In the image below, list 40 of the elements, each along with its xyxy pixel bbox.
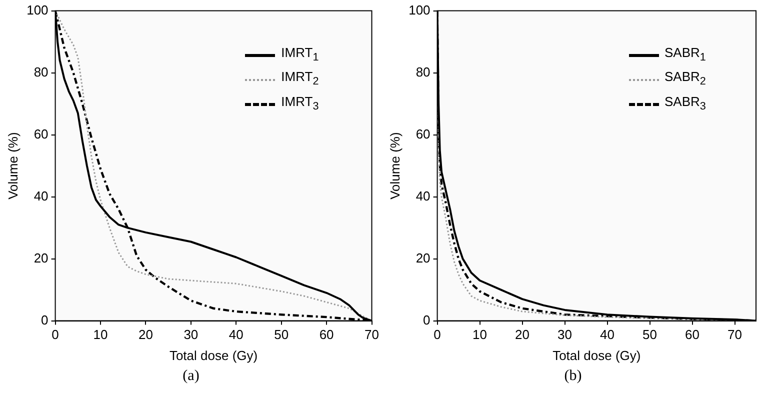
legend-label: IMRT$_{1}$	[281, 44, 319, 66]
x-tick-label: 20	[138, 327, 153, 342]
y-tick-label: 20	[34, 250, 48, 266]
x-tick-label: 40	[600, 327, 615, 342]
y-tick-label: 80	[416, 64, 430, 80]
y-axis-title: Volume (%)	[5, 132, 20, 200]
x-axis-title: Total dose (Gy)	[552, 348, 641, 363]
legend-label: SABR$_{3}$	[664, 92, 706, 115]
x-tick-label: 10	[93, 327, 108, 342]
y-tick-label: 60	[416, 126, 430, 142]
legend-label: SABR$_{2}$	[664, 68, 706, 90]
x-axis-title: Total dose (Gy)	[169, 348, 258, 363]
legend-label: IMRT$_{3}$	[281, 92, 319, 115]
y-tick-label: 100	[408, 2, 430, 18]
x-tick-label: 0	[52, 327, 59, 342]
y-tick-label: 100	[26, 2, 48, 18]
y-axis-title: Volume (%)	[387, 132, 402, 200]
y-tick-label: 40	[416, 188, 430, 204]
x-tick-label: 60	[319, 327, 334, 342]
y-tick-label: 20	[416, 250, 430, 266]
text: (a)	[182, 368, 200, 385]
y-tick-label: 80	[34, 64, 48, 80]
y-tick-label: 0	[423, 312, 430, 328]
x-tick-label: 30	[184, 327, 198, 342]
x-tick-label: 70	[728, 327, 742, 342]
x-tick-label: 0	[434, 327, 441, 342]
x-tick-label: 70	[364, 327, 380, 342]
x-tick-label: 50	[642, 327, 657, 342]
x-tick-label: 20	[515, 327, 530, 342]
y-tick-label: 40	[34, 188, 48, 204]
x-tick-label: 60	[685, 327, 700, 342]
y-tick-label: 0	[41, 312, 48, 328]
y-tick-label: 60	[34, 126, 48, 142]
x-tick-label: 50	[274, 327, 289, 342]
legend-label: SABR$_{1}$	[664, 44, 706, 66]
legend-label: IMRT$_{2}$	[281, 68, 319, 90]
text: (b)	[563, 368, 583, 385]
x-tick-label: 30	[558, 327, 572, 342]
x-tick-label: 40	[228, 327, 244, 342]
x-tick-label: 10	[472, 327, 488, 342]
